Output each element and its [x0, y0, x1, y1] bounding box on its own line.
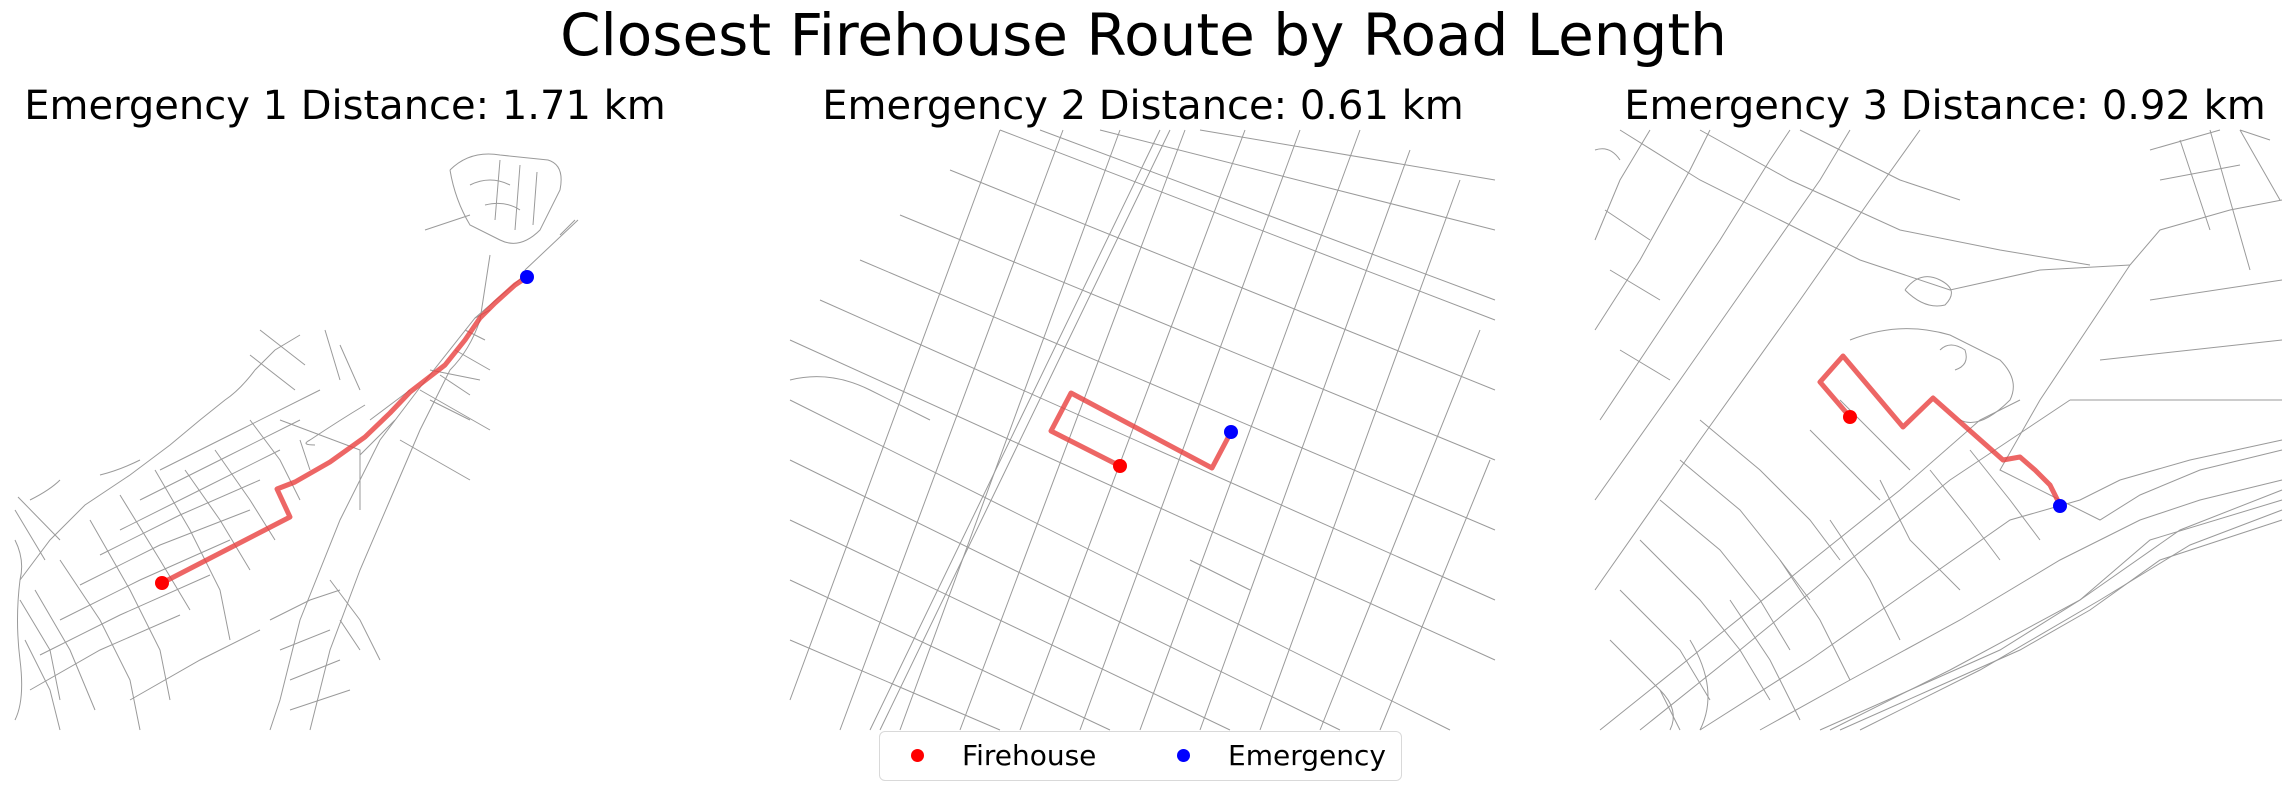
emergency-marker-icon — [1177, 749, 1190, 762]
panel-1-map — [14, 153, 579, 731]
legend-label-emergency: Emergency — [1228, 739, 1386, 772]
panel-1-title: Emergency 1 Distance: 1.71 km — [24, 83, 666, 129]
firehouse-2-marker — [1113, 459, 1127, 473]
panel-1-roads — [14, 153, 579, 731]
legend: Firehouse Emergency — [879, 731, 1402, 781]
route-1-path — [159, 274, 530, 586]
panel-3-roads — [1594, 129, 2283, 731]
emergency-2-marker — [1224, 425, 1238, 439]
emergency-3-marker — [2053, 499, 2067, 513]
panel-3-map — [1594, 129, 2283, 731]
emergency-1-marker — [520, 270, 534, 284]
firehouse-marker-icon — [911, 749, 924, 762]
legend-item-firehouse: Firehouse — [911, 732, 1096, 779]
panel-2-roads — [789, 129, 1496, 731]
panel-3-title: Emergency 3 Distance: 0.92 km — [1624, 83, 2266, 129]
firehouse-1-marker — [155, 576, 169, 590]
route-3-path — [1817, 353, 2063, 508]
legend-item-emergency: Emergency — [1177, 732, 1386, 779]
legend-label-firehouse: Firehouse — [962, 739, 1097, 772]
panel-2-map — [789, 129, 1496, 731]
firehouse-3-marker — [1843, 410, 1857, 424]
figure-title: Closest Firehouse Route by Road Length — [560, 1, 1727, 69]
route-2-path — [1048, 390, 1234, 471]
panel-2-title: Emergency 2 Distance: 0.61 km — [822, 83, 1464, 129]
